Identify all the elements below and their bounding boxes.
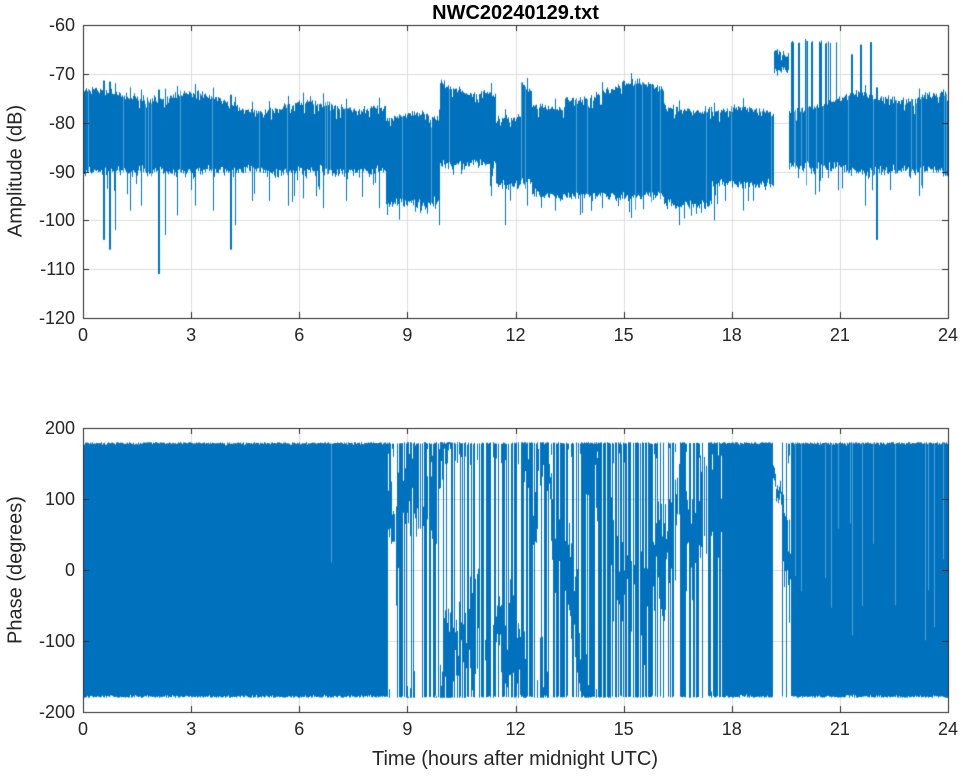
phase-x-tick-label: 0 bbox=[77, 719, 89, 739]
amplitude-x-tick-label: 12 bbox=[505, 325, 526, 345]
phase-y-tick-label: 100 bbox=[44, 489, 75, 509]
phase-x-tick-label: 12 bbox=[505, 719, 526, 739]
phase-y-tick-label: 200 bbox=[44, 418, 75, 438]
amplitude-x-tick-label: 15 bbox=[613, 325, 634, 345]
phase-y-tick-label: 0 bbox=[64, 560, 75, 580]
phase-x-tick-label: 15 bbox=[613, 719, 634, 739]
phase-y-axis-label: Phase (degrees) bbox=[4, 496, 27, 644]
amplitude-y-tick-label: -80 bbox=[48, 112, 75, 133]
amplitude-x-tick-label: 24 bbox=[937, 325, 959, 345]
phase-x-tick-label: 18 bbox=[721, 719, 742, 739]
phase-x-tick-label: 24 bbox=[937, 719, 959, 739]
amplitude-x-tick-label: 6 bbox=[294, 325, 305, 345]
amplitude-y-tick-label: -90 bbox=[48, 161, 75, 182]
amplitude-x-tick-label: 0 bbox=[77, 325, 89, 345]
amplitude-x-tick-label: 21 bbox=[829, 325, 850, 345]
amplitude-y-axis-label: Amplitude (dB) bbox=[4, 104, 27, 238]
amplitude-x-tick-label: 3 bbox=[186, 325, 197, 345]
time-x-axis-label: Time (hours after midnight UTC) bbox=[372, 748, 658, 770]
phase-x-tick-label: 9 bbox=[402, 719, 413, 739]
figure-title: NWC20240129.txt bbox=[432, 2, 599, 24]
amplitude-y-tick-label: -110 bbox=[40, 259, 75, 280]
amplitude-x-tick-label: 9 bbox=[402, 325, 413, 345]
phase-y-tick-label: -100 bbox=[38, 631, 75, 651]
phase-x-tick-label: 6 bbox=[294, 719, 305, 739]
amplitude-y-tick-label: -60 bbox=[48, 15, 75, 35]
amplitude-y-tick-label: -120 bbox=[38, 308, 75, 328]
amplitude-y-tick-label: -70 bbox=[48, 63, 75, 84]
amplitude-y-tick-label: -100 bbox=[38, 210, 75, 231]
phase-y-tick-label: -200 bbox=[38, 702, 75, 722]
phase-x-tick-label: 21 bbox=[829, 719, 850, 739]
amplitude-x-tick-label: 18 bbox=[721, 325, 742, 345]
phase-x-tick-label: 3 bbox=[186, 719, 197, 739]
